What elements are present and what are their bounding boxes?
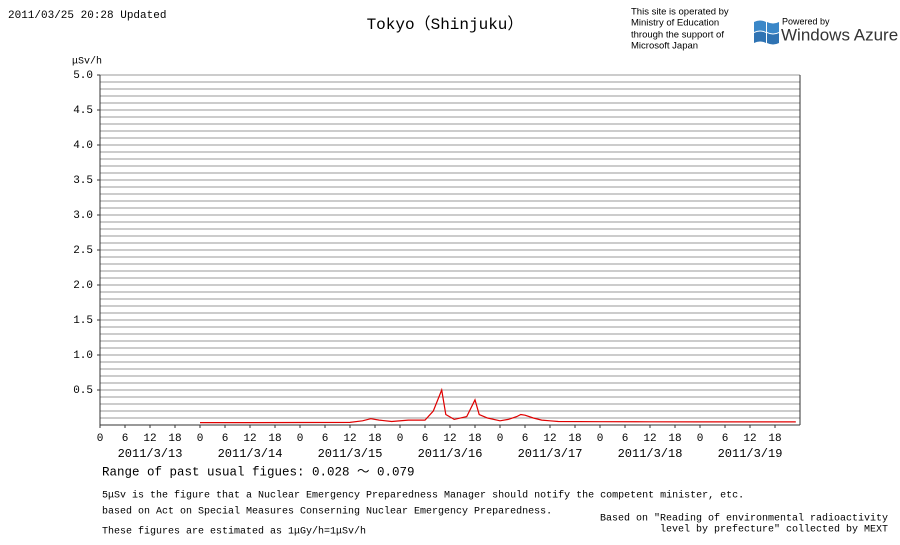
y-tick-label: 0.5 <box>73 385 93 397</box>
date-label: 2011/3/13 <box>118 447 183 461</box>
y-axis-label: μSv/h <box>72 56 102 68</box>
x-tick-label: 18 <box>468 433 481 445</box>
date-label: 2011/3/19 <box>718 447 783 461</box>
x-tick-label: 6 <box>722 433 729 445</box>
source: Based on "Reading of environmental radio… <box>600 513 888 525</box>
x-tick-label: 6 <box>222 433 229 445</box>
note: based on Act on Special Measures Consern… <box>102 506 552 518</box>
y-tick-label: 3.5 <box>73 175 93 187</box>
x-tick-label: 0 <box>597 433 604 445</box>
note: 5μSv is the figure that a Nuclear Emerge… <box>102 490 744 502</box>
updated: 2011/03/25 20:28 Updated <box>8 10 166 22</box>
y-tick-label: 3.0 <box>73 210 93 222</box>
x-tick-label: 6 <box>322 433 329 445</box>
x-tick-label: 0 <box>97 433 104 445</box>
source: level by prefecture" collected by MEXT <box>660 524 888 536</box>
brand: Windows Azure <box>781 25 898 44</box>
x-tick-label: 0 <box>497 433 504 445</box>
x-tick-label: 6 <box>122 433 129 445</box>
x-tick-label: 18 <box>368 433 381 445</box>
x-tick-label: 0 <box>297 433 304 445</box>
x-tick-label: 12 <box>643 433 656 445</box>
x-tick-label: 12 <box>743 433 756 445</box>
x-tick-label: 12 <box>443 433 456 445</box>
y-tick-label: 4.0 <box>73 140 93 152</box>
date-label: 2011/3/14 <box>218 447 283 461</box>
y-tick-label: 2.5 <box>73 245 93 257</box>
x-tick-label: 18 <box>268 433 281 445</box>
note: These figures are estimated as 1μGy/h=1μ… <box>102 526 366 538</box>
y-tick-label: 2.0 <box>73 280 93 292</box>
chart-title: Tokyo（Shinjuku） <box>367 15 524 34</box>
operator-line: Microsoft Japan <box>631 41 698 52</box>
x-tick-label: 6 <box>622 433 629 445</box>
x-tick-label: 12 <box>143 433 156 445</box>
x-tick-label: 0 <box>397 433 404 445</box>
y-tick-label: 1.0 <box>73 350 93 362</box>
x-tick-label: 18 <box>568 433 581 445</box>
x-tick-label: 6 <box>522 433 529 445</box>
windows-logo <box>754 20 779 45</box>
data-line <box>200 387 796 424</box>
y-tick-label: 5.0 <box>73 70 93 82</box>
date-label: 2011/3/16 <box>418 447 483 461</box>
x-tick-label: 18 <box>768 433 781 445</box>
powered-by: Powered by <box>782 16 830 26</box>
x-tick-label: 18 <box>168 433 181 445</box>
x-tick-label: 6 <box>422 433 429 445</box>
x-tick-label: 0 <box>197 433 204 445</box>
x-tick-label: 12 <box>343 433 356 445</box>
date-label: 2011/3/17 <box>518 447 583 461</box>
x-tick-label: 18 <box>668 433 681 445</box>
operator-line: Ministry of Education <box>631 18 719 29</box>
operator-line: This site is operated by <box>631 7 729 18</box>
operator-line: through the support of <box>631 30 724 41</box>
y-tick-label: 1.5 <box>73 315 93 327</box>
x-tick-label: 12 <box>243 433 256 445</box>
date-label: 2011/3/15 <box>318 447 383 461</box>
x-tick-label: 0 <box>697 433 704 445</box>
range-note: Range of past usual figues: 0.028 ～ 0.07… <box>102 465 415 479</box>
y-tick-label: 4.5 <box>73 105 93 117</box>
date-label: 2011/3/18 <box>618 447 683 461</box>
x-tick-label: 12 <box>543 433 556 445</box>
